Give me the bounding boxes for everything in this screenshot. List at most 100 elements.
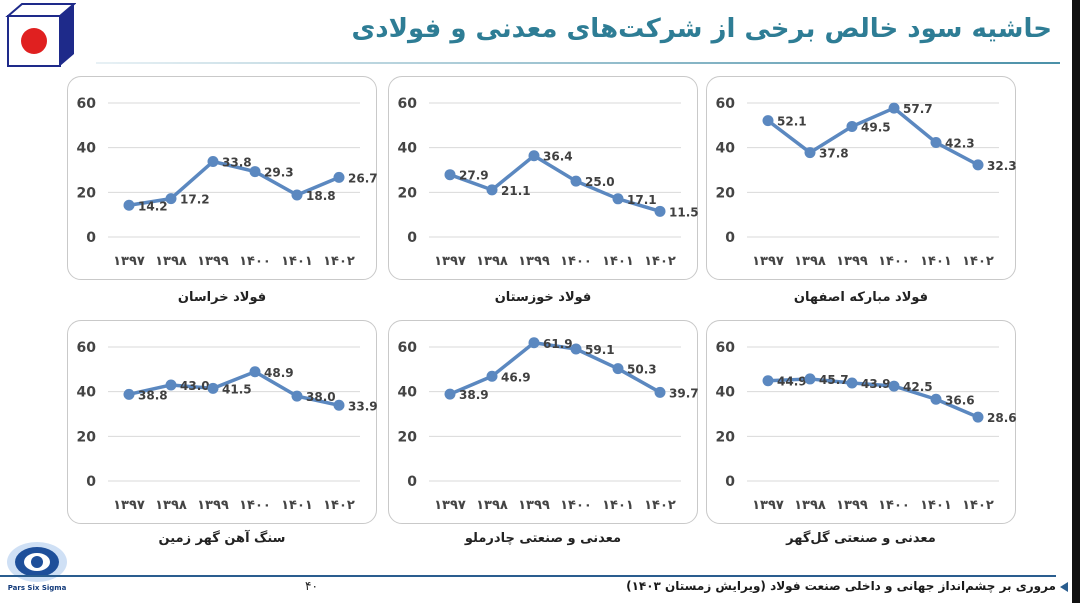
chart-chadormalu: 0 20 40 60 ۱۳۹۷ ۱۳۹۸ ۱۳۹۹ ۱۴۰۰ ۱۴۰۱ ۱۴۰۲ 38.9 46.9 6… (398, 337, 699, 513)
data-point (888, 102, 900, 114)
data-point (930, 393, 942, 405)
pars-six-sigma-logo (4, 540, 70, 602)
chart-caption: فولاد خراسان (177, 290, 267, 305)
x-tick-label: ۱۴۰۲ (962, 254, 994, 269)
y-tick-label: 0 (86, 474, 96, 490)
x-tick-label: ۱۳۹۷ (434, 498, 466, 513)
data-point (846, 120, 858, 132)
data-point (570, 343, 582, 355)
series-line (128, 370, 340, 407)
y-tick-label: 40 (77, 141, 97, 157)
y-tick-label: 20 (77, 185, 97, 201)
data-label: 49.5 (861, 120, 891, 134)
data-label: 21.1 (501, 184, 531, 198)
data-label: 39.7 (669, 386, 699, 400)
series-line (449, 153, 661, 213)
data-point (654, 386, 666, 398)
chart-caption: فولاد خوزستان (494, 290, 592, 305)
x-tick-label: ۱۳۹۹ (197, 498, 229, 513)
chart-panel-chadormalu: 0 20 40 60 ۱۳۹۷ ۱۳۹۸ ۱۳۹۹ ۱۴۰۰ ۱۴۰۱ ۱۴۰۲ 38.9 46.9 6… (388, 320, 699, 524)
y-tick-label: 40 (398, 385, 418, 401)
x-tick-label: ۱۴۰۱ (602, 498, 634, 513)
data-label: 50.3 (627, 363, 657, 377)
chart-panel-khuzestan: 0 20 40 60 ۱۳۹۷ ۱۳۹۸ ۱۳۹۹ ۱۴۰۰ ۱۴۰۱ ۱۴۰۲ 27.9 21.1 3… (388, 76, 699, 280)
chart-caption: سنگ آهن گهر زمین (158, 531, 286, 546)
chart-caption: فولاد مبارکه اصفهان (793, 290, 929, 305)
data-label: 18.8 (306, 189, 336, 203)
data-point (207, 382, 219, 394)
y-tick-label: 60 (77, 96, 97, 112)
data-label: 46.9 (501, 370, 531, 384)
y-tick-label: 0 (725, 474, 735, 490)
data-label: 27.9 (459, 169, 489, 183)
x-tick-label: ۱۴۰۰ (560, 498, 592, 513)
data-label: 36.6 (945, 393, 975, 407)
chart-mobarakeh: 0 20 40 60 ۱۳۹۷ ۱۳۹۸ ۱۳۹۹ ۱۴۰۰ ۱۴۰۱ ۱۴۰۲ 52.1 37.8 4… (716, 96, 1017, 269)
y-tick-label: 0 (86, 230, 96, 246)
x-tick-label: ۱۴۰۱ (281, 498, 313, 513)
y-tick-label: 60 (716, 96, 736, 112)
data-point (207, 156, 219, 168)
data-point (333, 171, 345, 183)
data-label: 32.3 (987, 159, 1017, 173)
y-tick-label: 0 (725, 230, 735, 246)
chart-khuzestan: 0 20 40 60 ۱۳۹۷ ۱۳۹۸ ۱۳۹۹ ۱۴۰۰ ۱۴۰۱ ۱۴۰۲ 27.9 21.1 3… (398, 96, 699, 269)
x-tick-label: ۱۴۰۲ (644, 254, 676, 269)
x-tick-label: ۱۳۹۹ (518, 254, 550, 269)
x-tick-label: ۱۴۰۱ (920, 498, 952, 513)
y-tick-label: 20 (716, 429, 736, 445)
x-tick-label: ۱۳۹۷ (113, 254, 145, 269)
data-point (291, 189, 303, 201)
x-tick-label: ۱۴۰۲ (644, 498, 676, 513)
data-point (804, 373, 816, 385)
y-tick-label: 40 (398, 141, 418, 157)
data-point (333, 399, 345, 411)
data-point (528, 150, 540, 162)
x-tick-label: ۱۴۰۰ (560, 254, 592, 269)
logo-text: Pars Six Sigma (7, 584, 67, 592)
data-label: 41.5 (222, 382, 252, 396)
data-point (930, 137, 942, 149)
data-label: 17.1 (627, 193, 657, 207)
series-line (128, 159, 340, 208)
data-point (762, 115, 774, 127)
data-point (972, 159, 984, 171)
x-tick-label: ۱۳۹۷ (752, 254, 784, 269)
series-line (766, 106, 979, 167)
footer-caption: مروری بر چشم‌انداز جهانی و داخلی صنعت فو… (626, 579, 1056, 593)
data-label: 43.9 (861, 377, 891, 391)
data-label: 26.7 (348, 171, 378, 185)
data-label: 36.4 (543, 150, 573, 164)
data-point (972, 411, 984, 423)
chart-panel-mobarakeh: 0 20 40 60 ۱۳۹۷ ۱۳۹۸ ۱۳۹۹ ۱۴۰۰ ۱۴۰۱ ۱۴۰۲ 52.1 37.8 4… (706, 76, 1017, 280)
data-point (165, 379, 177, 391)
data-point (249, 366, 261, 378)
x-tick-label: ۱۴۰۲ (323, 498, 355, 513)
data-label: 61.9 (543, 337, 573, 351)
data-label: 37.8 (819, 147, 849, 161)
right-edge-bar (1072, 0, 1080, 603)
data-label: 38.8 (138, 388, 168, 402)
y-tick-label: 40 (77, 385, 97, 401)
data-point (612, 193, 624, 205)
x-tick-label: ۱۴۰۲ (962, 498, 994, 513)
company-logo (4, 2, 77, 68)
data-label: 59.1 (585, 343, 615, 357)
y-tick-label: 20 (77, 429, 97, 445)
y-tick-label: 60 (77, 340, 97, 356)
data-point (846, 377, 858, 389)
y-tick-label: 40 (716, 385, 736, 401)
data-point (123, 388, 135, 400)
x-tick-label: ۱۳۹۸ (794, 498, 826, 513)
data-point (654, 205, 666, 217)
page-title: حاشیه سود خالص برخی از شرکت‌های معدنی و … (351, 14, 1052, 44)
data-label: 42.5 (903, 380, 933, 394)
x-tick-label: ۱۴۰۰ (239, 254, 271, 269)
x-tick-label: ۱۳۹۸ (476, 498, 508, 513)
data-point (291, 390, 303, 402)
x-tick-label: ۱۴۰۲ (323, 254, 355, 269)
data-label: 38.0 (306, 390, 336, 404)
data-point (486, 370, 498, 382)
data-point (528, 337, 540, 349)
x-tick-label: ۱۳۹۷ (113, 498, 145, 513)
